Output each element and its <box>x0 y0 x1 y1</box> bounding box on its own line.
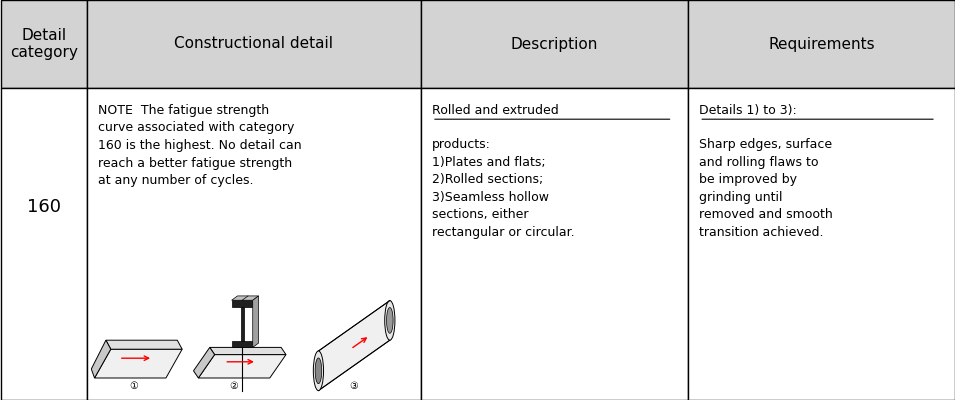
Text: Requirements: Requirements <box>768 36 875 52</box>
FancyBboxPatch shape <box>1 88 87 400</box>
FancyBboxPatch shape <box>688 88 955 400</box>
Text: Details 1) to 3):: Details 1) to 3): <box>699 104 797 117</box>
FancyBboxPatch shape <box>420 0 688 88</box>
Text: Detail
category: Detail category <box>10 28 77 60</box>
Text: NOTE  The fatigue strength
curve associated with category
160 is the highest. No: NOTE The fatigue strength curve associat… <box>98 104 302 187</box>
Text: Constructional detail: Constructional detail <box>174 36 333 52</box>
Text: 160: 160 <box>27 198 60 216</box>
Text: Sharp edges, surface
and rolling flaws to
be improved by
grinding until
removed : Sharp edges, surface and rolling flaws t… <box>699 121 833 239</box>
FancyBboxPatch shape <box>1 0 87 88</box>
Text: Description: Description <box>511 36 598 52</box>
Text: Rolled and extruded: Rolled and extruded <box>432 104 559 117</box>
FancyBboxPatch shape <box>87 0 420 88</box>
FancyBboxPatch shape <box>688 0 955 88</box>
Text: products:
1)Plates and flats;
2)Rolled sections;
3)Seamless hollow
sections, eit: products: 1)Plates and flats; 2)Rolled s… <box>432 121 575 239</box>
FancyBboxPatch shape <box>87 88 420 400</box>
FancyBboxPatch shape <box>420 88 688 400</box>
